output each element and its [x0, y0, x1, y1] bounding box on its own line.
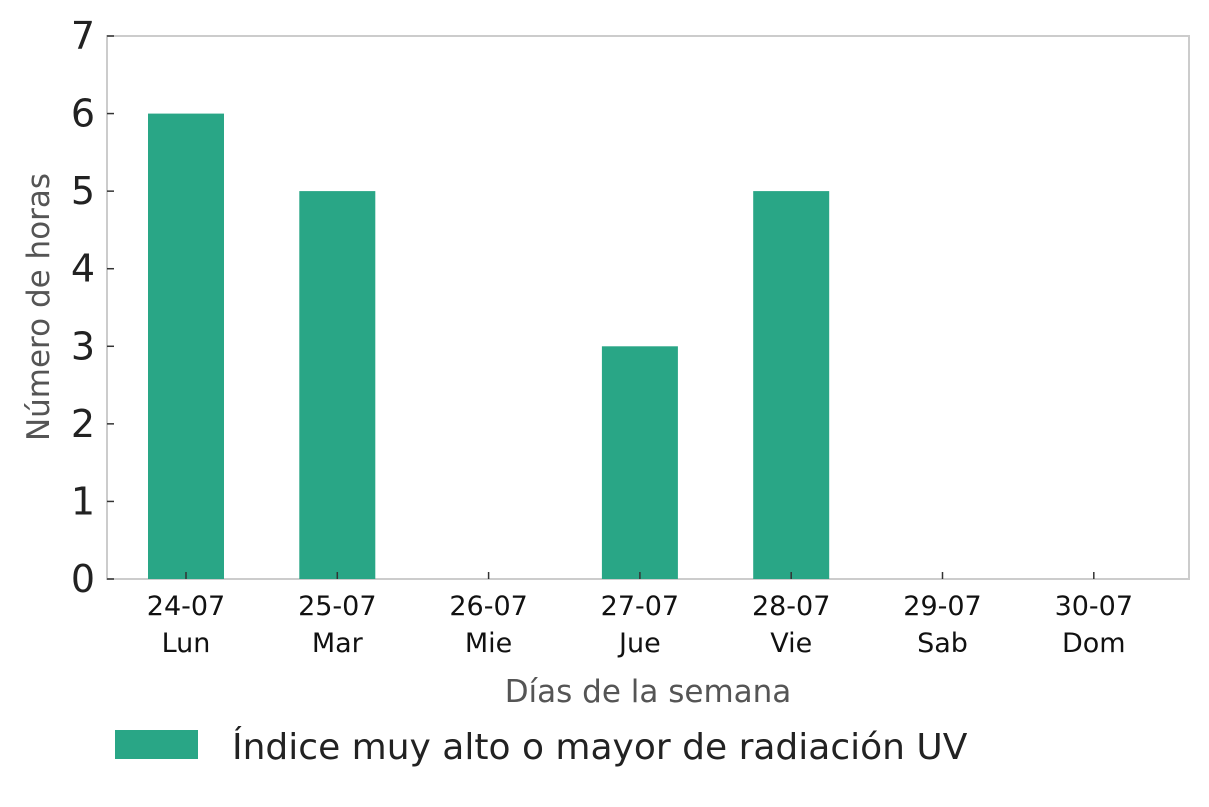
- y-tick-label: 5: [71, 169, 95, 213]
- y-tick-label: 4: [71, 247, 95, 291]
- x-tick-label-date: 26-07: [449, 591, 527, 622]
- y-tick-label: 6: [71, 92, 95, 136]
- x-tick-label-date: 29-07: [903, 591, 981, 622]
- x-tick-label-date: 24-07: [147, 591, 225, 622]
- x-tick-label-day: Sab: [917, 628, 968, 659]
- x-tick-label-date: 28-07: [752, 591, 830, 622]
- legend-swatch: [115, 730, 198, 759]
- y-axis-title: Número de horas: [21, 173, 57, 441]
- bar-0: [148, 113, 224, 579]
- x-tick-label-day: Lun: [162, 628, 211, 659]
- x-tick-label-day: Mie: [465, 628, 512, 659]
- x-tick-label-day: Vie: [770, 628, 812, 659]
- y-tick-label: 2: [71, 402, 95, 446]
- x-tick-label-day: Dom: [1062, 628, 1126, 659]
- x-tick-label-date: 27-07: [601, 591, 679, 622]
- x-tick-label-date: 25-07: [298, 591, 376, 622]
- x-tick-label-day: Mar: [312, 628, 364, 659]
- legend-label: Índice muy alto o mayor de radiación UV: [232, 726, 968, 768]
- y-tick-label: 1: [71, 479, 95, 523]
- bar-3: [601, 346, 678, 579]
- y-tick-label: 7: [71, 14, 95, 58]
- bar-1: [299, 191, 376, 579]
- legend: Índice muy alto o mayor de radiación UV: [115, 726, 968, 768]
- bar-4: [753, 191, 830, 579]
- y-tick-label: 0: [71, 557, 95, 601]
- x-axis-title: Días de la semana: [505, 674, 792, 710]
- x-tick-label-day: Jue: [617, 628, 661, 659]
- x-tick-label-date: 30-07: [1055, 591, 1133, 622]
- y-tick-label: 3: [71, 324, 95, 368]
